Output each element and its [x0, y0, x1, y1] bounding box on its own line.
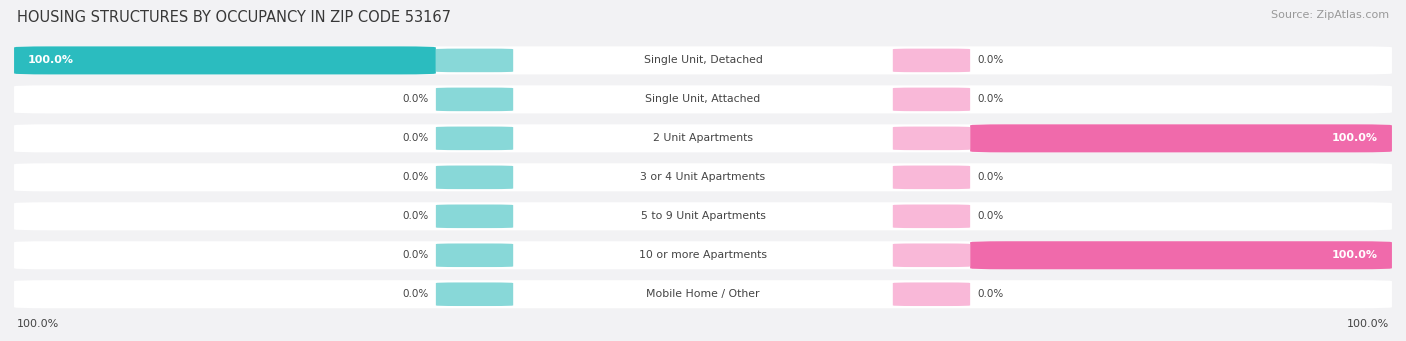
FancyBboxPatch shape [893, 165, 970, 189]
Text: 0.0%: 0.0% [977, 94, 1004, 104]
FancyBboxPatch shape [14, 46, 436, 74]
Text: 10 or more Apartments: 10 or more Apartments [638, 250, 768, 260]
FancyBboxPatch shape [520, 282, 886, 307]
FancyBboxPatch shape [893, 49, 970, 72]
FancyBboxPatch shape [893, 127, 970, 150]
FancyBboxPatch shape [520, 126, 886, 151]
FancyBboxPatch shape [520, 204, 886, 229]
Text: 0.0%: 0.0% [402, 289, 429, 299]
Text: 100.0%: 100.0% [1331, 250, 1378, 260]
Text: 0.0%: 0.0% [402, 172, 429, 182]
Text: Source: ZipAtlas.com: Source: ZipAtlas.com [1271, 10, 1389, 20]
FancyBboxPatch shape [970, 241, 1392, 269]
FancyBboxPatch shape [14, 85, 1392, 114]
FancyBboxPatch shape [520, 243, 886, 268]
Text: 5 to 9 Unit Apartments: 5 to 9 Unit Apartments [641, 211, 765, 221]
Text: 0.0%: 0.0% [977, 211, 1004, 221]
Text: 100.0%: 100.0% [28, 55, 75, 65]
FancyBboxPatch shape [436, 282, 513, 306]
FancyBboxPatch shape [14, 46, 1392, 74]
Text: 0.0%: 0.0% [402, 94, 429, 104]
FancyBboxPatch shape [520, 48, 886, 73]
FancyBboxPatch shape [970, 124, 1392, 152]
Text: HOUSING STRUCTURES BY OCCUPANCY IN ZIP CODE 53167: HOUSING STRUCTURES BY OCCUPANCY IN ZIP C… [17, 10, 451, 25]
Text: 100.0%: 100.0% [17, 319, 59, 329]
FancyBboxPatch shape [14, 124, 1392, 152]
FancyBboxPatch shape [436, 49, 513, 72]
Text: 100.0%: 100.0% [1347, 319, 1389, 329]
Text: 0.0%: 0.0% [402, 250, 429, 260]
FancyBboxPatch shape [436, 88, 513, 111]
FancyBboxPatch shape [436, 127, 513, 150]
Text: 2 Unit Apartments: 2 Unit Apartments [652, 133, 754, 143]
Text: 0.0%: 0.0% [977, 289, 1004, 299]
Text: Single Unit, Detached: Single Unit, Detached [644, 55, 762, 65]
Text: Single Unit, Attached: Single Unit, Attached [645, 94, 761, 104]
Text: 0.0%: 0.0% [977, 55, 1004, 65]
Text: 0.0%: 0.0% [402, 133, 429, 143]
FancyBboxPatch shape [14, 163, 1392, 191]
FancyBboxPatch shape [520, 165, 886, 190]
FancyBboxPatch shape [520, 87, 886, 112]
FancyBboxPatch shape [893, 205, 970, 228]
Text: 0.0%: 0.0% [977, 172, 1004, 182]
Text: 0.0%: 0.0% [402, 211, 429, 221]
Text: 3 or 4 Unit Apartments: 3 or 4 Unit Apartments [641, 172, 765, 182]
FancyBboxPatch shape [14, 202, 1392, 230]
Text: Mobile Home / Other: Mobile Home / Other [647, 289, 759, 299]
FancyBboxPatch shape [893, 282, 970, 306]
FancyBboxPatch shape [893, 243, 970, 267]
FancyBboxPatch shape [893, 88, 970, 111]
FancyBboxPatch shape [436, 243, 513, 267]
FancyBboxPatch shape [436, 205, 513, 228]
Text: 100.0%: 100.0% [1331, 133, 1378, 143]
FancyBboxPatch shape [14, 241, 1392, 269]
FancyBboxPatch shape [14, 280, 1392, 308]
FancyBboxPatch shape [436, 165, 513, 189]
